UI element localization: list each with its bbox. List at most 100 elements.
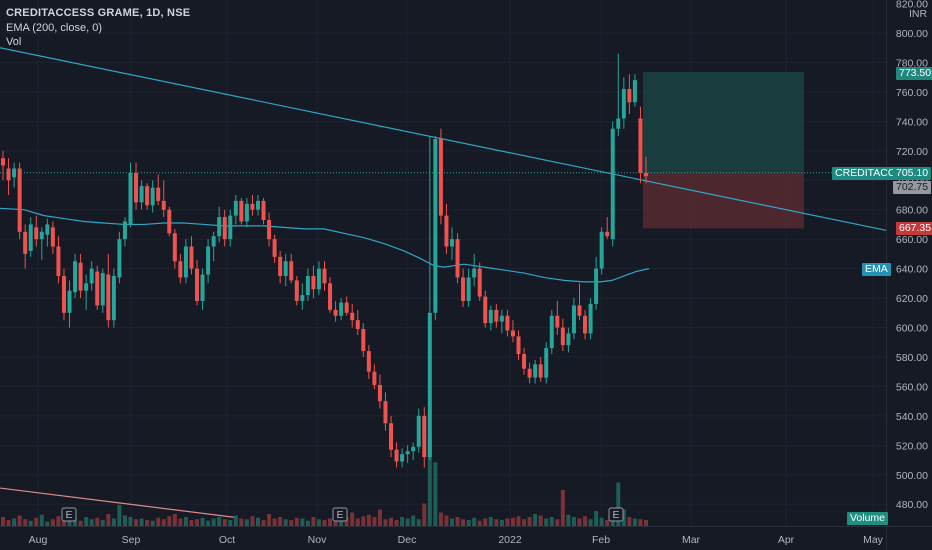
volume-tag: Volume [847, 512, 889, 525]
volume-bar [328, 518, 333, 526]
volume-bar [189, 520, 194, 526]
ema-line[interactable] [0, 207, 650, 283]
ema-tag: EMA [862, 263, 891, 276]
legend-ema[interactable]: EMA (200, close, 0) [6, 21, 102, 34]
volume-bar [322, 520, 327, 526]
price-axis-label: 760.00 [896, 87, 928, 99]
candle-body [289, 261, 294, 281]
volume-bar [544, 518, 549, 526]
volume-bar [261, 520, 266, 526]
volume-bar [200, 517, 205, 526]
candle-body [139, 186, 144, 203]
volume-bar [23, 519, 28, 526]
price-axis-label: 640.00 [896, 264, 928, 276]
volume-bar [494, 519, 499, 526]
candle-body [67, 290, 72, 313]
volume-bar [195, 519, 200, 526]
candle-body [122, 221, 127, 240]
candle-body [50, 227, 55, 247]
price-axis-label: 500.00 [896, 470, 928, 482]
volume-bar [577, 518, 582, 526]
volume-bar [272, 518, 277, 526]
volume-bar [344, 517, 349, 526]
candle-body [621, 88, 626, 119]
volume-bar [627, 517, 632, 526]
candle-body [488, 309, 493, 324]
candle-body [61, 275, 66, 313]
candle-body [566, 333, 571, 346]
candle-body [167, 209, 172, 234]
candle-body [189, 246, 194, 269]
candle-body [106, 274, 111, 321]
candle-body [111, 275, 116, 321]
target-zone[interactable] [643, 72, 804, 173]
candle-body [366, 351, 371, 372]
current-price-tag: 702.75 [893, 181, 932, 194]
volume-bar [56, 516, 61, 526]
earnings-marker-label: E [336, 509, 343, 521]
volume-bar [161, 519, 166, 526]
candle-body [510, 330, 515, 337]
stop-zone[interactable] [643, 172, 804, 229]
candle-body [577, 305, 582, 316]
candle-body [544, 348, 549, 378]
volume-bar [6, 520, 11, 526]
price-axis-label: 600.00 [896, 323, 928, 335]
candle-body [89, 268, 94, 284]
volume-bar [217, 517, 222, 526]
volume-bar [134, 519, 139, 526]
candle-body [73, 261, 78, 293]
price-axis-label: 780.00 [896, 57, 928, 69]
volume-bar [405, 518, 410, 526]
candle-body [400, 454, 405, 462]
candle-body [438, 139, 443, 216]
legend-volume[interactable]: Vol [6, 36, 22, 48]
candle-body [350, 312, 355, 321]
volume-bar [361, 516, 366, 526]
target-price-tag: 773.50 [896, 67, 932, 80]
candle-body [427, 312, 432, 458]
volume-bar [12, 518, 17, 526]
candle-body [1, 158, 5, 166]
legend-symbol[interactable]: CREDITACCESS GRAME, 1D, NSE [6, 7, 191, 19]
candle-body [328, 283, 333, 310]
volume-bar [566, 514, 571, 526]
earnings-marker[interactable] [608, 507, 624, 522]
candle-body [549, 315, 554, 349]
volume-bar [455, 517, 460, 526]
volume-bar [128, 517, 133, 526]
volume-bar [449, 518, 454, 526]
candle-body [383, 401, 388, 424]
time-axis-label: Nov [308, 534, 327, 546]
candle-body [339, 302, 344, 316]
earnings-marker[interactable] [61, 507, 77, 522]
candle-body [405, 451, 410, 455]
candle-body [200, 274, 205, 302]
candle-body [272, 239, 277, 257]
volume-bar [372, 517, 377, 526]
trendline-upper[interactable] [0, 47, 887, 231]
candle-body [422, 415, 427, 458]
volume-bar [549, 517, 554, 526]
candle-body [494, 309, 499, 322]
volume-bar [150, 520, 155, 526]
currency-label: INR [909, 8, 928, 20]
candle-body [45, 224, 50, 235]
symbol-tag: CREDITACC [832, 167, 899, 180]
candle-body [555, 315, 560, 328]
candle-body [599, 231, 604, 269]
candle-body [372, 371, 377, 385]
volume-bar [638, 519, 643, 526]
earnings-marker[interactable] [332, 507, 348, 522]
candle-body [12, 168, 17, 178]
volume-bar [588, 519, 593, 526]
volume-bar [527, 517, 532, 526]
candle-body [183, 246, 188, 278]
candle-body [28, 224, 33, 251]
time-axis-label: Mar [682, 534, 701, 546]
trendline-lower[interactable] [0, 487, 237, 519]
volume-bar [316, 519, 321, 526]
volume-bar [499, 520, 504, 526]
